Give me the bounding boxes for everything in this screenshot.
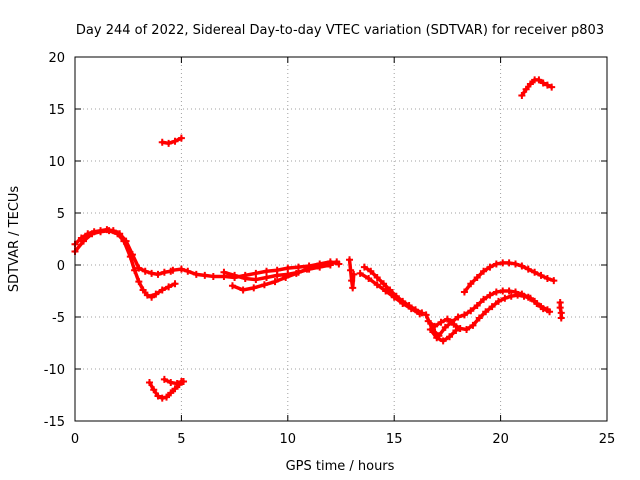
- series-arc-17: [556, 298, 565, 322]
- y-tick-label: 0: [57, 259, 65, 274]
- data-trace-segment: [81, 232, 94, 243]
- data-trace-segment: [122, 239, 133, 259]
- data-point: [550, 277, 558, 285]
- x-tick-label: 0: [71, 432, 79, 447]
- x-tick-label: 20: [492, 432, 509, 447]
- series-arc-5: [160, 375, 185, 388]
- data-trace-segment: [73, 239, 86, 254]
- series-arc-14: [460, 259, 558, 296]
- series-arc-16: [518, 76, 556, 99]
- series-arc-10: [360, 263, 426, 317]
- data-trace-segment: [366, 276, 379, 287]
- y-tick-label: -15: [44, 415, 65, 430]
- series-arc-11: [356, 269, 424, 318]
- x-tick-label: 10: [280, 432, 297, 447]
- x-tick-label: 25: [599, 432, 616, 447]
- data-point: [557, 314, 565, 322]
- series-arc-8: [228, 258, 341, 294]
- data-point: [416, 310, 424, 318]
- data-trace-segment: [375, 283, 388, 293]
- x-tick-label: 5: [177, 432, 185, 447]
- y-tick-label: -5: [52, 311, 65, 326]
- data-point: [177, 377, 185, 385]
- data-point: [546, 308, 554, 316]
- data-point: [177, 134, 185, 142]
- data-trace-segment: [383, 289, 396, 299]
- series-arc-2: [71, 227, 179, 301]
- y-tick-label: 10: [48, 155, 65, 170]
- data-points: [71, 76, 565, 402]
- series-arc-3: [158, 134, 185, 147]
- axis-ticks: 0 5 10 15 20 25 -15 -10 -5 0 5 10 15 20: [44, 51, 616, 447]
- data-trace-segment: [124, 239, 135, 257]
- data-trace-segment: [392, 295, 405, 306]
- x-tick-label: 15: [386, 432, 403, 447]
- series-arc-15: [426, 325, 460, 345]
- y-tick-label: -10: [44, 363, 65, 378]
- data-trace-segment: [447, 328, 458, 339]
- chart-title: Day 244 of 2022, Sidereal Day-to-day VTE…: [76, 23, 604, 38]
- data-point: [452, 327, 460, 335]
- data-point: [548, 83, 556, 91]
- y-tick-label: 15: [48, 103, 65, 118]
- series-arc-13: [424, 291, 554, 333]
- data-point: [333, 258, 341, 266]
- y-tick-label: 5: [57, 207, 65, 222]
- plot-frame: [74, 56, 608, 422]
- data-point: [171, 280, 179, 288]
- data-point: [350, 270, 358, 278]
- grid: [75, 57, 607, 421]
- y-axis-label: SDTVAR / TECUs: [7, 186, 22, 293]
- series-arc-9: [346, 256, 358, 292]
- x-axis-label: GPS time / hours: [286, 459, 395, 474]
- y-tick-label: 20: [48, 51, 65, 66]
- series-arc-12: [422, 287, 551, 340]
- series-arc-1: [71, 226, 175, 278]
